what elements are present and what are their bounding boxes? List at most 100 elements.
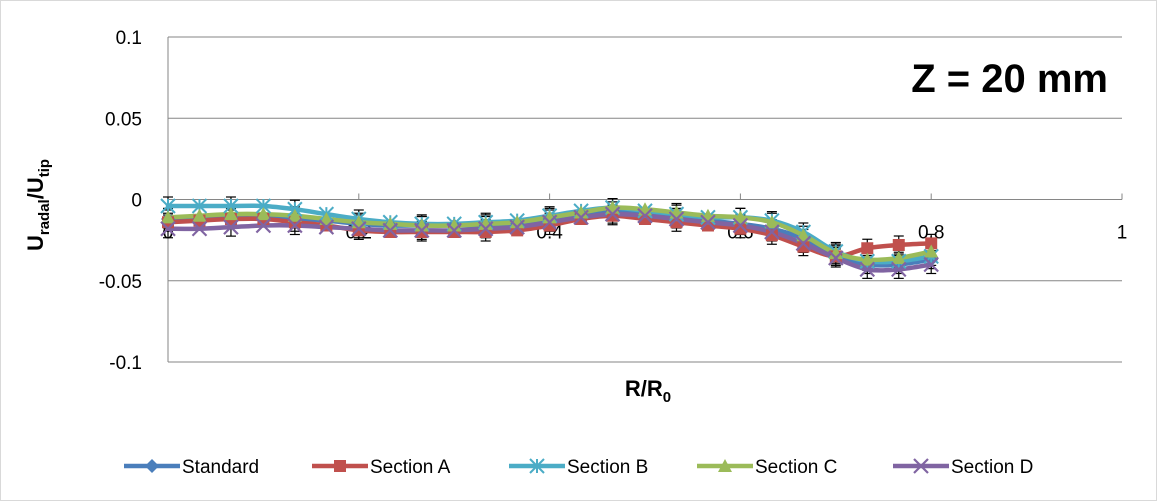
- point-section-c: [223, 207, 238, 221]
- point-section-d: [604, 206, 621, 222]
- marker-stroke: [604, 206, 621, 222]
- point-section-c: [319, 212, 334, 225]
- marker-stroke: [351, 220, 367, 237]
- point-section-c: [733, 210, 748, 224]
- point-section-d: [509, 219, 525, 235]
- point-section-d: [637, 207, 653, 224]
- point-section-d: [287, 217, 303, 234]
- point-section-d: [382, 222, 399, 239]
- legend-label: Section B: [567, 457, 648, 478]
- y-tick-label: -0.1: [109, 353, 142, 374]
- legend-swatch-marker: [913, 458, 929, 474]
- point-section-d: [223, 219, 239, 235]
- point-section-c: [891, 251, 906, 264]
- marker-stroke: [764, 224, 780, 240]
- marker-stroke: [923, 256, 939, 273]
- point-section-d: [859, 261, 876, 278]
- point-section-d: [413, 222, 430, 239]
- point-section-d: [828, 250, 844, 266]
- point-section-d: [160, 220, 176, 237]
- legend-swatch-marker: [529, 458, 545, 474]
- point-section-a: [701, 219, 714, 232]
- legend-swatch-marker: [718, 459, 732, 472]
- point-section-c: [860, 252, 875, 266]
- point-section-d: [477, 220, 494, 237]
- point-section-a: [670, 216, 683, 229]
- point-section-a: [734, 222, 747, 235]
- marker-stroke: [668, 211, 685, 227]
- legend-item-section-d: Section D: [893, 457, 1033, 478]
- y-axis-title-slash: /U: [23, 177, 48, 199]
- point-section-c: [287, 208, 302, 222]
- marker-stroke: [859, 261, 876, 278]
- marker-stroke: [446, 222, 462, 239]
- point-section-c: [764, 215, 779, 229]
- marker-stroke: [413, 222, 430, 239]
- marker-stroke: [223, 219, 239, 235]
- y-tick-label: 0: [131, 191, 142, 212]
- marker-stroke: [700, 214, 716, 231]
- legend-swatch-marker: [334, 460, 346, 472]
- point-section-c: [924, 244, 939, 258]
- point-section-d: [351, 220, 367, 237]
- marker-stroke: [160, 220, 176, 237]
- y-axis-title: Uradal/Utip: [23, 159, 53, 251]
- point-section-d: [764, 224, 780, 240]
- legend-label: Section D: [951, 457, 1033, 478]
- legend-item-standard: Standard: [124, 457, 259, 478]
- point-section-d: [191, 220, 208, 237]
- y-tick-labels: 0.1 0.05 0 -0.05 -0.1: [99, 28, 142, 374]
- gridlines: [167, 36, 1123, 363]
- marker-stroke: [191, 220, 208, 237]
- y-axis-title-sub1: radal: [36, 199, 53, 235]
- point-section-d: [890, 261, 907, 278]
- marker-stroke: [637, 207, 653, 224]
- legend-item-section-a: Section A: [312, 457, 451, 478]
- point-section-d: [255, 217, 272, 234]
- point-section-d: [923, 256, 939, 273]
- x-tick-label: 0.8: [918, 223, 944, 244]
- marker-stroke: [890, 261, 907, 278]
- legend-item-section-b: Section B: [509, 457, 648, 478]
- point-section-a: [639, 213, 651, 225]
- legend-label: Section A: [370, 457, 451, 478]
- legend-label: Standard: [182, 457, 259, 478]
- marker-stroke: [541, 214, 558, 231]
- x-axis-title: R/R0: [625, 376, 671, 406]
- y-tick-label: 0.1: [116, 28, 142, 49]
- point-section-d: [573, 209, 589, 226]
- point-section-c: [256, 207, 271, 221]
- point-section-a: [925, 237, 938, 250]
- x-tick-label: 1: [1117, 223, 1128, 244]
- marker-stroke: [255, 217, 272, 234]
- x-axis-title-sub: 0: [663, 389, 671, 406]
- point-section-a: [892, 239, 905, 251]
- marker-stroke: [287, 217, 303, 234]
- point-section-c: [161, 210, 175, 224]
- y-tick-label: 0.05: [105, 109, 142, 130]
- legend-swatch-marker: [145, 459, 159, 473]
- point-section-d: [732, 217, 749, 234]
- marker-stroke: [509, 219, 525, 235]
- point-section-a: [765, 229, 778, 242]
- chart-annotation: Z = 20 mm: [911, 57, 1108, 101]
- marker-stroke: [382, 222, 399, 239]
- legend-label: Section C: [755, 457, 837, 478]
- marker-stroke: [795, 235, 812, 252]
- point-section-a: [861, 242, 874, 255]
- point-section-c: [192, 208, 207, 222]
- point-section-d: [318, 219, 335, 235]
- point-section-d: [668, 211, 685, 227]
- marker-stroke: [732, 217, 749, 234]
- point-section-c: [796, 228, 811, 242]
- marker-stroke: [477, 220, 494, 237]
- marker-stroke: [318, 219, 335, 235]
- x-axis-title-main: R/R: [625, 376, 663, 401]
- point-section-d: [541, 214, 558, 231]
- y-axis-title-u: U: [23, 235, 48, 251]
- series-markers: [160, 198, 939, 278]
- point-section-d: [700, 214, 716, 231]
- point-section-d: [795, 235, 812, 252]
